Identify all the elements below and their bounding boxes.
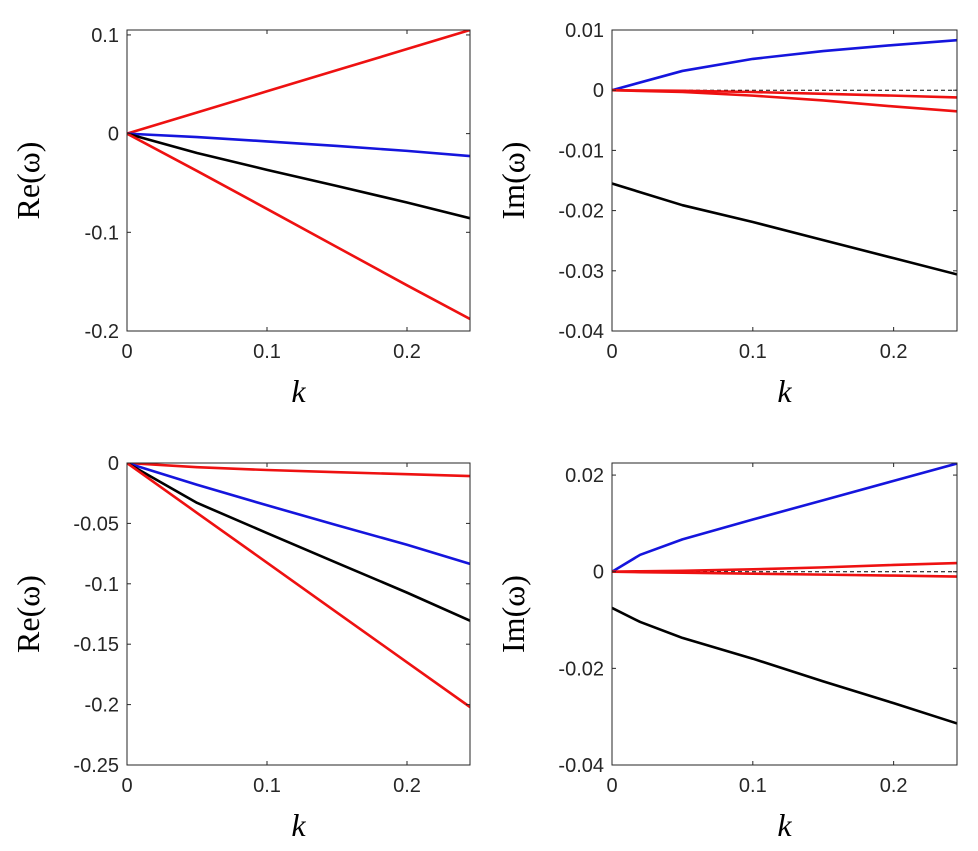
axes-frame	[126, 29, 471, 332]
y-tick-label: -0.04	[558, 321, 604, 343]
series-black	[127, 132, 470, 220]
subplot-bottom-right: 0 0.1 0.2 -0.04 -0.02 0 0.02 k Im(ω)	[495, 462, 958, 843]
y-tick-label: -0.1	[85, 222, 119, 244]
y-axis-label: Im(ω)	[495, 142, 531, 220]
y-tick-label: 0	[593, 562, 604, 584]
x-tick-label: 0.1	[253, 341, 281, 363]
y-tick-label: -0.01	[558, 140, 604, 162]
y-axis-label: Re(ω)	[10, 575, 46, 653]
x-tick-label: 0.1	[739, 341, 767, 363]
subplot-top-left: 0 0.1 0.2 -0.2 -0.1 0 0.1 k Re(ω)	[10, 25, 471, 409]
series-blue	[612, 463, 957, 574]
x-axis-label: k	[777, 807, 792, 843]
y-tick-label: -0.25	[73, 755, 119, 777]
subplot-bottom-left: 0 0.1 0.2 -0.25 -0.2 -0.15 -0.1 -0.05 0 k Re(ω)	[10, 453, 471, 843]
y-tick-label: 0.01	[565, 20, 604, 42]
y-tick-label: -0.15	[73, 634, 119, 656]
x-tick-label: 0	[121, 775, 132, 797]
axes-frame	[611, 29, 958, 332]
axes-frame	[126, 462, 471, 766]
y-axis-label: Re(ω)	[10, 142, 46, 220]
y-tick-label: -0.02	[558, 201, 604, 223]
y-tick-label: 0	[108, 124, 119, 146]
x-axis-label: k	[291, 807, 306, 843]
y-tick-label: -0.04	[558, 755, 604, 777]
series-blue	[127, 132, 470, 158]
x-tick-label: 0	[606, 341, 617, 363]
x-tick-label: 0.2	[393, 775, 421, 797]
y-axis-label: Im(ω)	[495, 575, 531, 653]
y-tick-label: 0.1	[91, 25, 119, 47]
axes-frame	[611, 462, 958, 766]
series-red-upper	[127, 463, 470, 478]
series-red-lower	[127, 463, 470, 709]
x-tick-label: 0.1	[739, 775, 767, 797]
series-red-upper	[127, 30, 470, 135]
x-tick-label: 0	[121, 341, 132, 363]
y-tick-label: 0	[593, 80, 604, 102]
x-axis-label: k	[291, 373, 306, 409]
x-tick-label: 0.2	[393, 341, 421, 363]
series-black	[127, 463, 470, 622]
series-red-upper	[612, 561, 957, 574]
series-red-lower	[612, 570, 957, 578]
series-black	[612, 182, 957, 276]
series-blue	[612, 38, 957, 92]
x-tick-label: 0	[606, 775, 617, 797]
series-blue	[127, 463, 470, 566]
series-red-lower	[612, 88, 957, 113]
y-tick-label: -0.2	[85, 695, 119, 717]
y-tick-label: 0.02	[565, 465, 604, 487]
y-tick-label: -0.05	[73, 513, 119, 535]
x-axis-label: k	[777, 373, 792, 409]
y-tick-label: -0.03	[558, 261, 604, 283]
series-black	[612, 606, 957, 725]
x-tick-label: 0.2	[880, 775, 908, 797]
series-red-lower	[127, 132, 470, 321]
y-tick-label: 0	[108, 453, 119, 475]
y-tick-label: -0.02	[558, 658, 604, 680]
x-tick-label: 0.2	[880, 341, 908, 363]
y-tick-label: -0.2	[85, 321, 119, 343]
x-tick-label: 0.1	[253, 775, 281, 797]
y-tick-label: -0.1	[85, 574, 119, 596]
subplot-top-right: 0 0.1 0.2 -0.04 -0.03 -0.02 -0.01 0 0.01 k Im(ω)	[495, 20, 958, 409]
